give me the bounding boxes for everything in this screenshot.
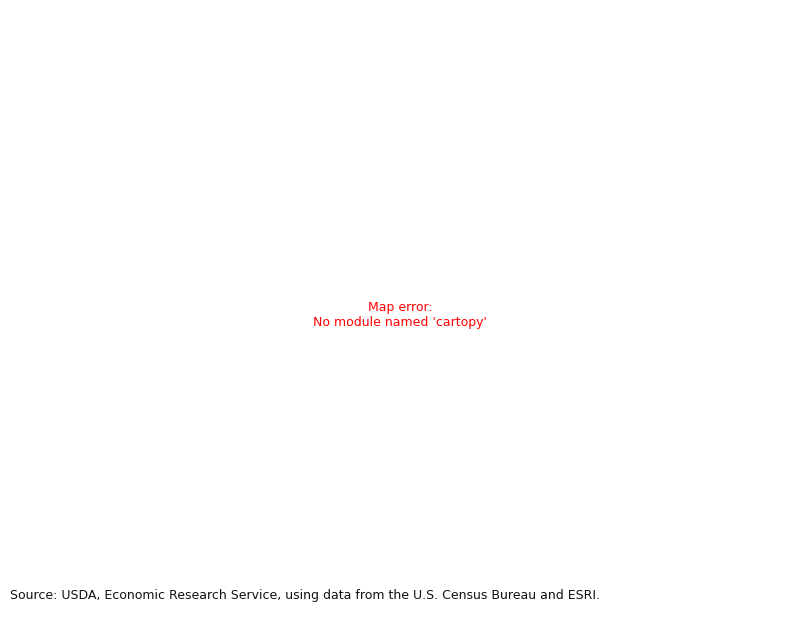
Text: Map error:
No module named 'cartopy': Map error: No module named 'cartopy'	[313, 301, 487, 329]
Text: Level one Frontier and Remote (FAR) ZIP code areas, 2010: Level one Frontier and Remote (FAR) ZIP …	[10, 20, 583, 38]
Text: Source: USDA, Economic Research Service, using data from the U.S. Census Bureau : Source: USDA, Economic Research Service,…	[10, 590, 600, 603]
